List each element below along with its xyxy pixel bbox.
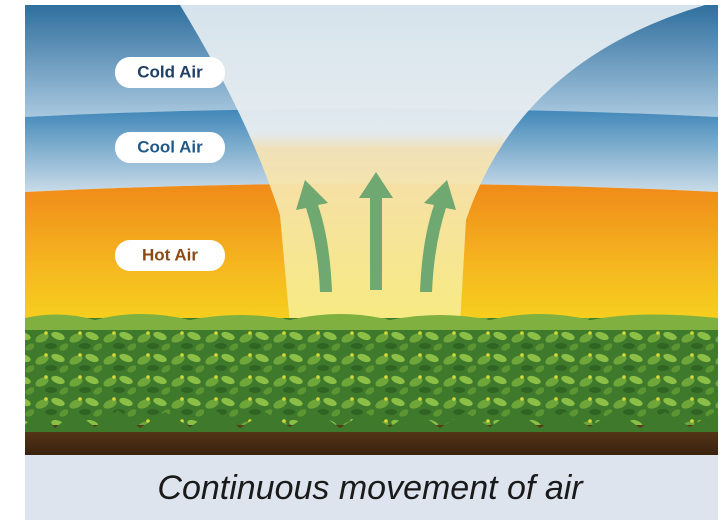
arrow [420, 180, 456, 292]
cold-label-pill [115, 57, 225, 88]
arrow [359, 172, 393, 290]
cool-label: Cool Air [137, 137, 203, 156]
hot-label: Hot Air [142, 245, 198, 264]
crop-stems [25, 410, 718, 432]
arrow [296, 180, 332, 292]
arrows [296, 172, 456, 292]
crop-tops [25, 314, 718, 330]
caption: Continuous movement of air [157, 469, 584, 507]
cool-label-pill [115, 132, 225, 163]
caption-band [25, 455, 718, 520]
cold-label: Cold Air [137, 62, 203, 81]
crops [25, 318, 718, 430]
rising-air-funnel [180, 5, 705, 325]
hot-label-pill [115, 240, 225, 271]
